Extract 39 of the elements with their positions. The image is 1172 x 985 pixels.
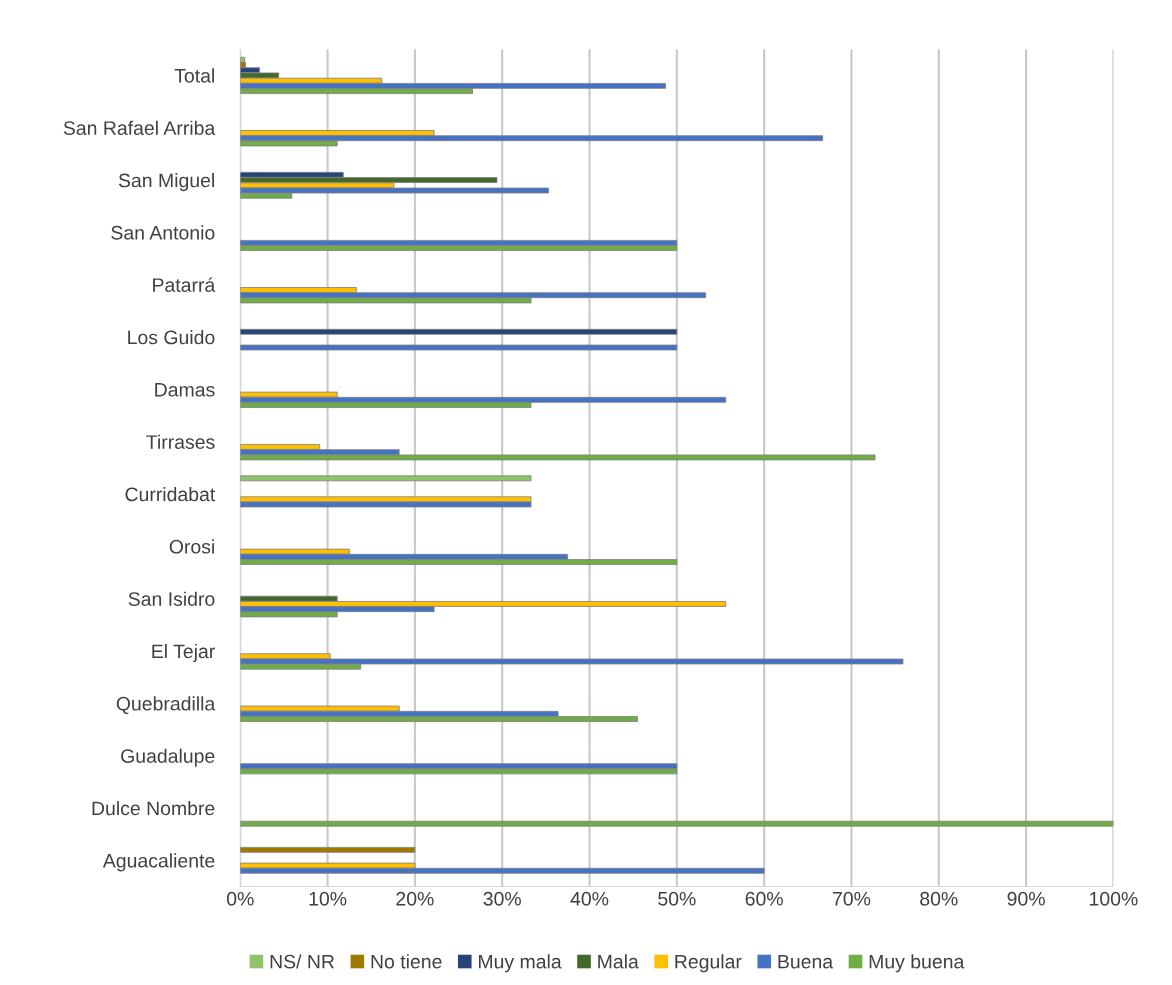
- legend-label: Buena: [778, 954, 834, 969]
- y-tick-label: Patarrá: [153, 277, 216, 292]
- y-tick-label: San Rafael Arriba: [63, 120, 216, 135]
- legend-label: No tiene: [371, 954, 442, 969]
- x-tick-label: 0%: [226, 891, 254, 906]
- y-tick-label: San Miguel: [118, 173, 214, 192]
- bar: [240, 846, 416, 853]
- legend-label: Regular: [675, 954, 742, 973]
- bar: [240, 820, 1114, 827]
- x-tick-label: 10%: [309, 891, 347, 906]
- y-tick-label: Los Guido: [128, 330, 215, 345]
- x-tick-label: 50%: [658, 891, 696, 906]
- x-tick-label: 70%: [833, 891, 871, 906]
- x-tick-label: 20%: [396, 891, 434, 906]
- y-tick-label: Guadalupe: [121, 748, 215, 767]
- legend-label: Muy mala: [478, 954, 562, 973]
- y-tick-label: Quebradilla: [116, 696, 216, 715]
- x-tick-label: 100%: [1090, 891, 1138, 906]
- bar: [240, 344, 678, 351]
- bar: [240, 475, 532, 482]
- x-tick-label: 40%: [570, 891, 609, 906]
- x-tick-label: 60%: [745, 891, 783, 906]
- y-tick-label: Curridabat: [125, 486, 216, 502]
- y-tick-label: Tirrases: [146, 434, 215, 449]
- y-tick-label: San Antonio: [111, 225, 215, 240]
- bar: [240, 328, 678, 335]
- x-tick-label: 90%: [1007, 891, 1045, 906]
- y-tick-label: Aguacaliente: [102, 853, 215, 872]
- legend-label: Muy buena: [869, 954, 965, 973]
- legend-label: Mala: [598, 954, 639, 969]
- y-tick-label: Dulce Nombre: [92, 800, 215, 816]
- y-tick-label: Damas: [155, 383, 215, 397]
- y-tick-label: San Isidro: [128, 591, 215, 606]
- x-tick-label: 30%: [483, 891, 521, 906]
- legend-label: NS/ NR: [270, 954, 335, 969]
- y-tick-label: El Tejar: [152, 643, 215, 663]
- y-tick-label: Total: [174, 68, 214, 83]
- y-tick-label: Orosi: [169, 539, 214, 554]
- x-tick-label: 80%: [920, 891, 958, 906]
